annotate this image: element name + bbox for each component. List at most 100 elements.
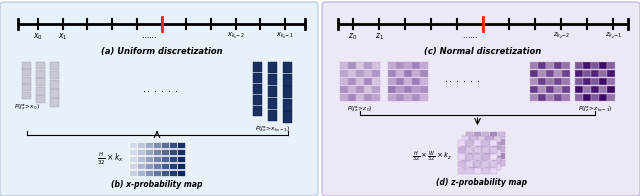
Bar <box>474 161 481 167</box>
Bar <box>530 85 538 93</box>
Bar <box>404 85 412 93</box>
Bar <box>481 145 489 152</box>
Bar <box>36 95 45 103</box>
Bar <box>396 93 403 101</box>
Bar <box>169 170 177 176</box>
Bar <box>412 93 419 101</box>
Bar <box>538 70 545 77</box>
Bar <box>530 62 538 69</box>
Bar <box>372 70 380 77</box>
Bar <box>493 135 501 142</box>
Bar <box>50 62 59 70</box>
Bar <box>465 132 473 138</box>
Text: $P(J_x^a\!>\!x_{k_x-1})$: $P(J_x^a\!>\!x_{k_x-1})$ <box>255 124 290 134</box>
Bar <box>161 170 168 176</box>
Bar <box>50 71 59 79</box>
Bar <box>372 85 380 93</box>
Bar <box>530 77 538 85</box>
Bar <box>607 93 614 101</box>
Bar <box>477 163 485 170</box>
Bar <box>470 142 477 149</box>
Bar <box>493 150 501 156</box>
Text: (b) x-probability map: (b) x-probability map <box>111 180 203 189</box>
Bar <box>474 152 481 159</box>
Bar <box>599 93 607 101</box>
Bar <box>169 162 177 169</box>
Bar <box>396 77 403 85</box>
Bar <box>161 142 168 148</box>
Bar <box>465 139 473 145</box>
Bar <box>145 155 152 162</box>
Bar <box>253 83 262 94</box>
Bar <box>575 77 582 85</box>
Bar <box>554 70 561 77</box>
Text: $x_{k_x\!-\!1}$: $x_{k_x\!-\!1}$ <box>276 31 294 41</box>
Bar <box>137 155 145 162</box>
Bar <box>340 85 348 93</box>
Bar <box>477 142 485 149</box>
Text: $\cdot\cdot\cdot\cdot\cdot\cdot$: $\cdot\cdot\cdot\cdot\cdot\cdot$ <box>141 86 179 96</box>
Bar <box>364 70 371 77</box>
Text: $P(J_x^a\!>\!x_0)$: $P(J_x^a\!>\!x_0)$ <box>13 102 40 112</box>
Bar <box>554 77 561 85</box>
Bar <box>177 155 184 162</box>
Bar <box>461 135 469 142</box>
Bar <box>161 149 168 155</box>
Bar <box>420 85 428 93</box>
Bar <box>607 70 614 77</box>
Bar <box>268 97 277 109</box>
Bar <box>461 142 469 149</box>
Bar <box>420 70 428 77</box>
Bar <box>538 77 545 85</box>
Bar <box>283 62 292 73</box>
Bar <box>340 77 348 85</box>
Bar <box>599 85 607 93</box>
Bar <box>458 161 465 167</box>
Bar <box>169 142 177 148</box>
Bar <box>575 85 582 93</box>
Bar <box>465 161 473 167</box>
Bar <box>562 62 570 69</box>
Bar <box>599 70 607 77</box>
Bar <box>396 70 403 77</box>
Bar <box>253 105 262 116</box>
Bar <box>348 70 355 77</box>
Bar <box>481 160 489 166</box>
Bar <box>253 94 262 105</box>
Bar <box>477 150 485 156</box>
Bar <box>481 132 489 138</box>
Bar <box>364 93 371 101</box>
Bar <box>145 170 152 176</box>
Bar <box>153 170 161 176</box>
Bar <box>22 62 31 69</box>
Bar <box>268 74 277 85</box>
Bar <box>486 150 493 156</box>
Bar <box>372 93 380 101</box>
Text: (a) Uniform discretization: (a) Uniform discretization <box>100 47 222 56</box>
Bar <box>583 70 591 77</box>
Bar <box>538 85 545 93</box>
Bar <box>470 150 477 156</box>
Bar <box>497 152 505 159</box>
Bar <box>283 99 292 111</box>
Bar <box>137 170 145 176</box>
Text: (d) z-probability map: (d) z-probability map <box>436 178 527 187</box>
Bar <box>50 80 59 89</box>
Bar <box>470 163 477 170</box>
Bar <box>177 162 184 169</box>
Bar <box>461 156 469 163</box>
Bar <box>458 168 465 174</box>
Bar <box>177 170 184 176</box>
FancyBboxPatch shape <box>322 2 640 196</box>
Bar <box>404 62 412 69</box>
Bar <box>253 62 262 72</box>
Bar <box>486 135 493 142</box>
Bar <box>583 85 591 93</box>
Bar <box>396 62 403 69</box>
Bar <box>591 85 598 93</box>
Bar <box>465 152 473 159</box>
Bar <box>348 62 355 69</box>
Bar <box>36 62 45 69</box>
Bar <box>420 62 428 69</box>
Text: $\frac{H}{32} \times k_x$: $\frac{H}{32} \times k_x$ <box>97 150 124 167</box>
